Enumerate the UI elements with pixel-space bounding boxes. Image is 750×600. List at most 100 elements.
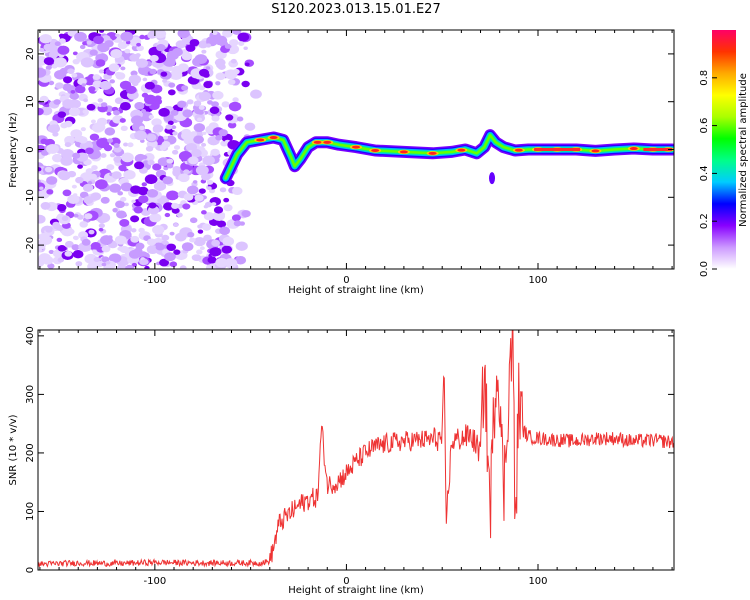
noise-blob <box>92 74 101 81</box>
noise-blob <box>230 58 237 64</box>
noise-blob <box>67 194 80 205</box>
noise-blob <box>117 264 127 269</box>
noise-blob <box>142 77 148 82</box>
ridge-peak-core <box>269 136 278 140</box>
ridge-strong-segment <box>643 148 673 151</box>
noise-blob <box>181 128 192 137</box>
noise-blob <box>149 213 162 223</box>
top-y-ticks: -20 -10 0 10 20 <box>25 48 674 253</box>
noise-blob <box>46 176 58 185</box>
noise-blob <box>161 234 170 241</box>
noise-blob <box>210 148 220 156</box>
noise-blob <box>57 245 67 252</box>
noise-blob <box>119 102 131 111</box>
noise-blob <box>71 72 78 78</box>
noise-blob <box>229 39 239 47</box>
noise-blob <box>79 44 86 50</box>
noise-blob <box>56 237 63 243</box>
noise-blob <box>125 264 135 269</box>
noise-blob <box>177 63 189 72</box>
noise-blob <box>55 82 64 89</box>
noise-blob <box>98 227 104 232</box>
noise-blob <box>223 204 233 212</box>
noise-blob <box>146 238 157 246</box>
x-tick-label: -100 <box>144 275 167 286</box>
noise-blob <box>70 89 76 94</box>
noise-blob <box>64 250 72 257</box>
noise-blob <box>144 174 158 185</box>
colorbar-tick-label: 0.8 <box>699 70 710 86</box>
x-tick-label: 100 <box>528 275 547 286</box>
ridge-peak-core <box>313 140 322 144</box>
noise-blob <box>52 221 60 228</box>
noise-blob <box>39 47 45 52</box>
noise-blob <box>149 54 159 62</box>
noise-blob <box>171 207 180 214</box>
noise-blob <box>62 99 75 109</box>
noise-blob <box>183 193 194 201</box>
noise-blob <box>203 212 215 221</box>
x-tick-label: 100 <box>528 576 547 587</box>
noise-blob <box>121 152 134 163</box>
colorbar-ticks: 0.0 0.2 0.4 0.6 0.8 <box>699 70 717 277</box>
noise-blob <box>196 249 203 255</box>
ridge-peak-core <box>514 148 523 152</box>
noise-blob <box>176 212 183 218</box>
noise-blob <box>188 156 199 165</box>
noise-blob <box>118 164 127 172</box>
noise-blob <box>224 258 238 269</box>
noise-blob <box>217 63 226 70</box>
noise-blob <box>169 261 178 268</box>
noise-blob <box>224 69 238 80</box>
noise-blob <box>67 228 75 235</box>
noise-blob <box>64 142 72 148</box>
noise-blob <box>144 265 150 269</box>
noise-blob <box>219 226 231 236</box>
noise-blob <box>201 223 212 231</box>
noise-blob <box>219 187 227 193</box>
noise-blob <box>211 101 219 108</box>
colorbar-tick-label: 0.6 <box>699 118 710 134</box>
noise-blob <box>235 241 248 251</box>
noise-blob <box>111 171 122 179</box>
noise-blob <box>198 85 206 91</box>
noise-blob <box>45 226 53 233</box>
noise-blob <box>81 238 91 246</box>
noise-blob <box>40 138 48 145</box>
noise-blob <box>125 40 131 45</box>
noise-blob <box>38 257 45 268</box>
y-tick-label: 10 <box>25 95 36 108</box>
noise-blob <box>198 68 210 77</box>
noise-blob <box>162 79 168 83</box>
bottom-plot-frame <box>37 329 675 571</box>
noise-blob <box>41 149 49 156</box>
noise-blob <box>101 245 111 253</box>
noise-blob <box>123 169 136 180</box>
snr-series-line <box>38 330 674 568</box>
y-tick-label: -20 <box>25 237 36 253</box>
noise-blob <box>205 66 211 70</box>
y-tick-label: 20 <box>25 48 36 61</box>
noise-blob <box>168 82 176 88</box>
noise-blob <box>207 256 217 264</box>
noise-blob <box>127 142 134 148</box>
noise-blob <box>172 149 179 155</box>
noise-blob <box>120 182 133 192</box>
noise-blob <box>96 117 108 126</box>
noise-blob <box>87 181 93 185</box>
ridge-peak-core <box>256 138 265 142</box>
noise-blob <box>211 239 221 247</box>
noise-blob <box>218 220 225 226</box>
noise-blob <box>203 204 209 209</box>
noise-blob <box>182 203 191 210</box>
chart-title: S120.2023.013.15.01.E27 <box>271 2 441 17</box>
noise-blob <box>115 33 120 38</box>
noise-blob <box>186 99 194 105</box>
noise-blob <box>119 219 130 227</box>
noise-blob <box>135 58 149 68</box>
noise-blob <box>79 221 88 228</box>
noise-blob <box>133 206 143 214</box>
noise-blob <box>68 107 81 117</box>
